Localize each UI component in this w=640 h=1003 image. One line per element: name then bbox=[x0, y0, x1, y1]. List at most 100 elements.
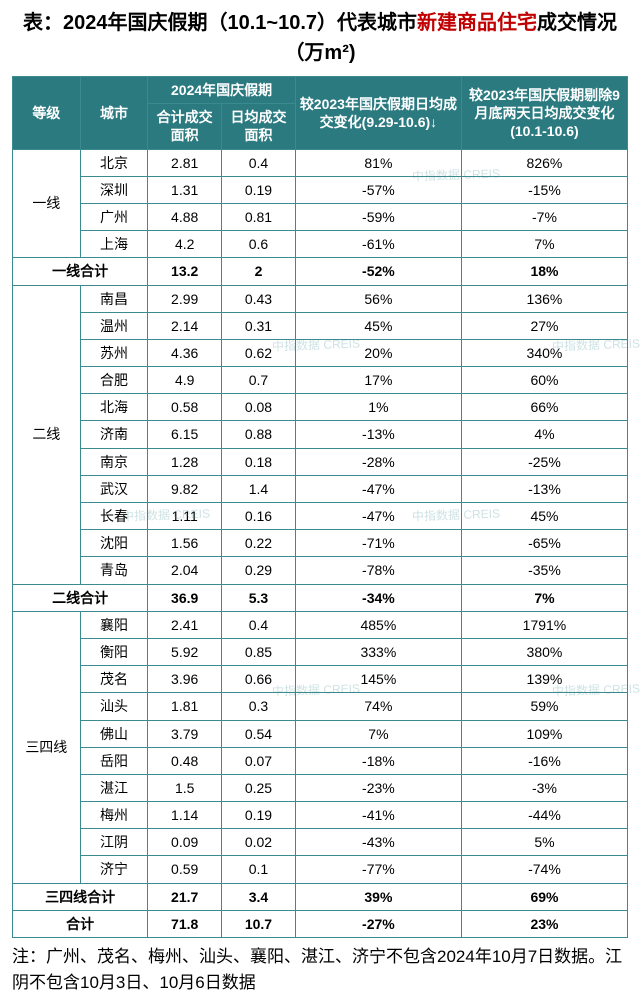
subtotal-label: 二线合计 bbox=[13, 584, 148, 611]
cell: 0.19 bbox=[222, 176, 296, 203]
table-row: 二线南昌2.990.4356%136% bbox=[13, 285, 628, 312]
cell: 0.18 bbox=[222, 448, 296, 475]
col-vs2023-daily: 较2023年国庆假期日均成交变化(9.29-10.6)↓ bbox=[295, 77, 461, 150]
cell: 1.56 bbox=[148, 530, 222, 557]
cell: -65% bbox=[461, 530, 627, 557]
cell: 0.6 bbox=[222, 231, 296, 258]
cell: 0.54 bbox=[222, 720, 296, 747]
col-tier: 等级 bbox=[13, 77, 81, 150]
cell: -44% bbox=[461, 802, 627, 829]
cell: 0.3 bbox=[222, 693, 296, 720]
cell: -28% bbox=[295, 448, 461, 475]
cell: 17% bbox=[295, 367, 461, 394]
cell: 0.29 bbox=[222, 557, 296, 584]
cell: 0.43 bbox=[222, 285, 296, 312]
cell: 13.2 bbox=[148, 258, 222, 285]
title-prefix: 表：2024年国庆假期（10.1~10.7）代表城市 bbox=[23, 12, 417, 34]
table-row: 济宁0.590.1-77%-74% bbox=[13, 856, 628, 883]
cell: 0.62 bbox=[222, 339, 296, 366]
table-row: 温州2.140.3145%27% bbox=[13, 312, 628, 339]
cell: -18% bbox=[295, 747, 461, 774]
cell: -47% bbox=[295, 503, 461, 530]
cell: 27% bbox=[461, 312, 627, 339]
cell: 0.02 bbox=[222, 829, 296, 856]
cell: -61% bbox=[295, 231, 461, 258]
cell: 23% bbox=[461, 910, 627, 937]
cell: 上海 bbox=[80, 231, 148, 258]
cell: 济南 bbox=[80, 421, 148, 448]
table-row: 北海0.580.081%66% bbox=[13, 394, 628, 421]
cell: 0.85 bbox=[222, 638, 296, 665]
cell: 139% bbox=[461, 666, 627, 693]
cell: 0.66 bbox=[222, 666, 296, 693]
cell: 333% bbox=[295, 638, 461, 665]
cell: 0.58 bbox=[148, 394, 222, 421]
cell: -41% bbox=[295, 802, 461, 829]
cell: 南京 bbox=[80, 448, 148, 475]
cell: 南昌 bbox=[80, 285, 148, 312]
cell: 0.1 bbox=[222, 856, 296, 883]
subtotal-row: 一线合计13.22-52%18% bbox=[13, 258, 628, 285]
col-group-2024: 2024年国庆假期 bbox=[148, 77, 296, 104]
cell: 0.07 bbox=[222, 747, 296, 774]
cell: 深圳 bbox=[80, 176, 148, 203]
cell: 4.9 bbox=[148, 367, 222, 394]
cell: 沈阳 bbox=[80, 530, 148, 557]
cell: 1.81 bbox=[148, 693, 222, 720]
cell: 梅州 bbox=[80, 802, 148, 829]
col-total-area: 合计成交面积 bbox=[148, 104, 222, 149]
cell: 岳阳 bbox=[80, 747, 148, 774]
cell: 0.25 bbox=[222, 774, 296, 801]
data-table: 等级 城市 2024年国庆假期 较2023年国庆假期日均成交变化(9.29-10… bbox=[12, 76, 628, 938]
table-row: 武汉9.821.4-47%-13% bbox=[13, 475, 628, 502]
cell: 2.04 bbox=[148, 557, 222, 584]
col-city: 城市 bbox=[80, 77, 148, 150]
cell: 4.88 bbox=[148, 203, 222, 230]
cell: -78% bbox=[295, 557, 461, 584]
table-body: 一线北京2.810.481%826%深圳1.310.19-57%-15%广州4.… bbox=[13, 149, 628, 937]
cell: 0.4 bbox=[222, 149, 296, 176]
table-row: 佛山3.790.547%109% bbox=[13, 720, 628, 747]
table-row: 沈阳1.560.22-71%-65% bbox=[13, 530, 628, 557]
table-row: 梅州1.140.19-41%-44% bbox=[13, 802, 628, 829]
cell: 145% bbox=[295, 666, 461, 693]
cell: 1.28 bbox=[148, 448, 222, 475]
cell: 0.31 bbox=[222, 312, 296, 339]
cell: 3.96 bbox=[148, 666, 222, 693]
table-row: 济南6.150.88-13%4% bbox=[13, 421, 628, 448]
cell: 北海 bbox=[80, 394, 148, 421]
col-daily-area: 日均成交面积 bbox=[222, 104, 296, 149]
cell: 5% bbox=[461, 829, 627, 856]
cell: 9.82 bbox=[148, 475, 222, 502]
page-title: 表：2024年国庆假期（10.1~10.7）代表城市新建商品住宅成交情况（万m²… bbox=[12, 8, 628, 68]
cell: -57% bbox=[295, 176, 461, 203]
cell: 温州 bbox=[80, 312, 148, 339]
cell: -47% bbox=[295, 475, 461, 502]
cell: 4.36 bbox=[148, 339, 222, 366]
cell: 39% bbox=[295, 883, 461, 910]
cell: 2.14 bbox=[148, 312, 222, 339]
cell: 7% bbox=[461, 231, 627, 258]
table-row: 广州4.880.81-59%-7% bbox=[13, 203, 628, 230]
cell: 衡阳 bbox=[80, 638, 148, 665]
cell: 1791% bbox=[461, 611, 627, 638]
cell: 20% bbox=[295, 339, 461, 366]
cell: 0.16 bbox=[222, 503, 296, 530]
cell: 佛山 bbox=[80, 720, 148, 747]
cell: 485% bbox=[295, 611, 461, 638]
cell: 5.92 bbox=[148, 638, 222, 665]
table-row: 合肥4.90.717%60% bbox=[13, 367, 628, 394]
cell: 2.99 bbox=[148, 285, 222, 312]
cell: 59% bbox=[461, 693, 627, 720]
table-row: 苏州4.360.6220%340% bbox=[13, 339, 628, 366]
subtotal-label: 三四线合计 bbox=[13, 883, 148, 910]
cell: 江阴 bbox=[80, 829, 148, 856]
footnote: 注：广州、茂名、梅州、汕头、襄阳、湛江、济宁不包含2024年10月7日数据。江阴… bbox=[12, 944, 628, 995]
cell: 5.3 bbox=[222, 584, 296, 611]
cell: 北京 bbox=[80, 149, 148, 176]
cell: 7% bbox=[295, 720, 461, 747]
cell: 136% bbox=[461, 285, 627, 312]
cell: 0.48 bbox=[148, 747, 222, 774]
cell: 74% bbox=[295, 693, 461, 720]
cell: 2.81 bbox=[148, 149, 222, 176]
